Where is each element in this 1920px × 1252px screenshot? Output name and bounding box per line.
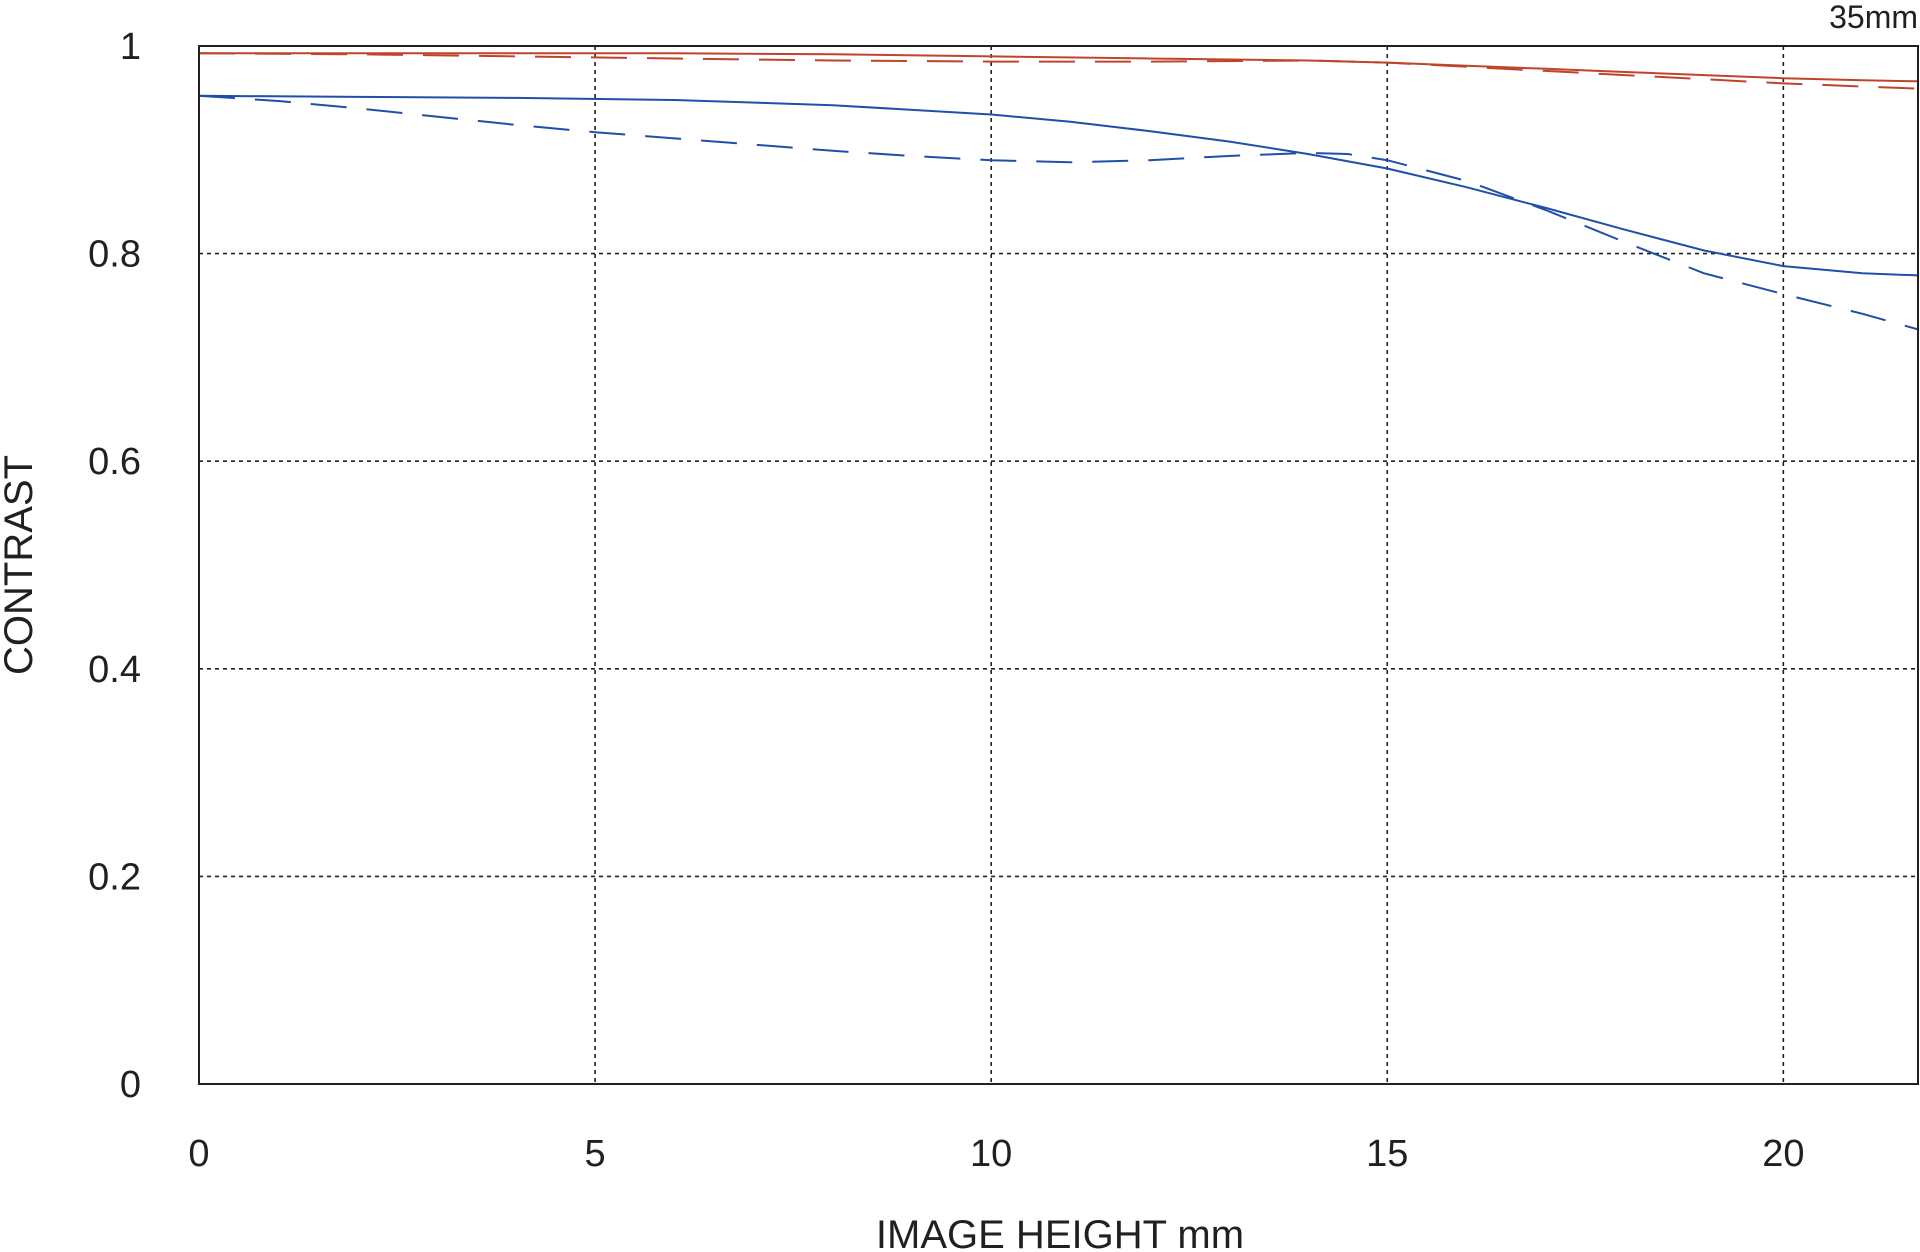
x-tick-label: 20 [1762,1133,1804,1175]
series-line-4 [198,94,1919,331]
x-tick-labels: 0 5 10 15 20 [188,1133,1804,1175]
x-axis-title: IMAGE HEIGHT mm [876,1213,1244,1252]
y-tick-label: 0 [120,1064,141,1106]
x-tick-label: 0 [188,1133,209,1175]
y-tick-labels: 0 0.2 0.4 0.6 0.8 1 [88,26,141,1106]
series-line-2 [198,52,1919,90]
y-tick-label: 0.2 [88,856,141,898]
y-tick-label: 1 [120,26,141,68]
plot-frame [198,45,1919,1085]
series-line-3 [198,94,1919,277]
series-lines [198,52,1919,331]
focal-length-label: 35mm [1829,0,1918,35]
x-tick-label: 15 [1366,1133,1408,1175]
x-tick-label: 10 [970,1133,1012,1175]
y-axis-title: CONTRAST [0,455,41,675]
y-tick-label: 0.4 [88,649,141,691]
grid [199,46,1918,1084]
x-tick-label: 5 [585,1133,606,1175]
y-tick-label: 0.8 [88,234,141,276]
y-tick-label: 0.6 [88,441,141,483]
